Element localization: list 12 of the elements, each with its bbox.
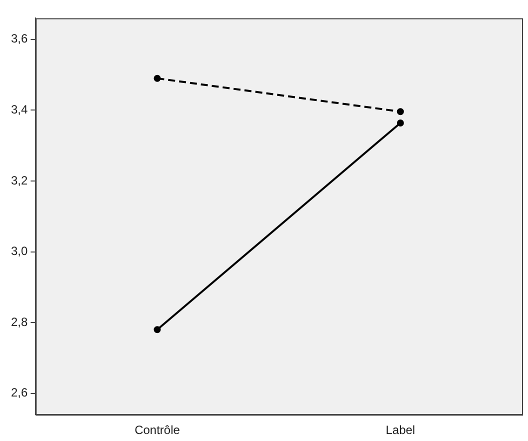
y-tick-label: 3,4 xyxy=(10,102,28,117)
point xyxy=(396,119,404,126)
y-tick-label: 3,6 xyxy=(10,32,28,46)
y-tick-label: 2,8 xyxy=(10,314,28,329)
point xyxy=(154,74,161,82)
point xyxy=(154,326,161,334)
y-tick-label: 3,2 xyxy=(10,173,28,188)
y-tick-label: 2,6 xyxy=(10,386,28,400)
y-tick-label: 3,0 xyxy=(10,244,28,258)
x-tick-label: Label xyxy=(386,423,416,438)
point xyxy=(396,108,404,116)
x-tick-label: Contrôle xyxy=(134,423,180,438)
